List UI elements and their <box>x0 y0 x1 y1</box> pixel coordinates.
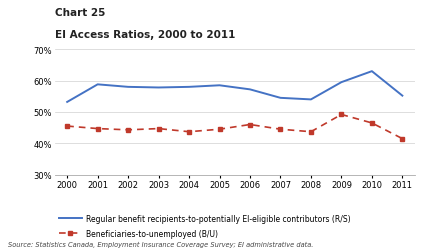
Legend: Regular benefit recipients-to-potentially EI-eligible contributors (R/S), Benefi: Regular benefit recipients-to-potentiall… <box>59 214 350 238</box>
Text: Source: Statistics Canada, Employment Insurance Coverage Survey; EI administrati: Source: Statistics Canada, Employment In… <box>8 242 314 248</box>
Text: EI Access Ratios, 2000 to 2011: EI Access Ratios, 2000 to 2011 <box>55 30 235 40</box>
Text: Chart 25: Chart 25 <box>55 8 105 18</box>
